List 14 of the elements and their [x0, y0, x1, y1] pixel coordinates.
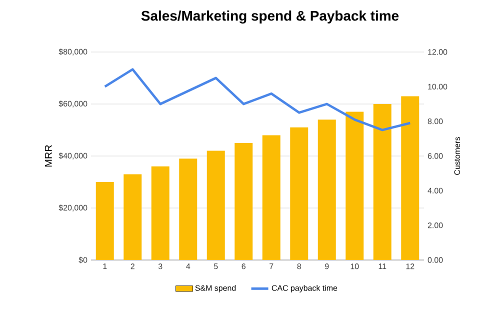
bar — [373, 104, 392, 260]
y-axis-title: MRR — [44, 145, 52, 167]
bar — [401, 96, 420, 260]
bar — [262, 135, 280, 260]
bar — [96, 182, 114, 260]
bar — [151, 166, 170, 260]
bar — [346, 112, 364, 260]
bar — [179, 158, 198, 260]
bar — [124, 174, 142, 260]
bar — [290, 127, 308, 260]
bar — [318, 120, 336, 260]
bar — [206, 150, 225, 260]
bar — [234, 143, 253, 260]
chart-title: Sales/Marketing spend & Payback time — [141, 10, 399, 24]
